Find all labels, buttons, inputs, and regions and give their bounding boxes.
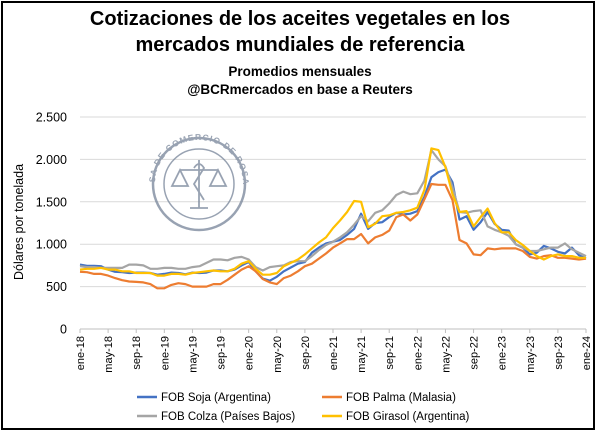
x-tick-label: may-22 <box>440 336 452 373</box>
x-tick-label: ene-22 <box>412 336 424 370</box>
x-tick-label: ene-19 <box>159 336 171 370</box>
chart-title-line-1: Cotizaciones de los aceites vegetales en… <box>89 8 511 30</box>
legend-label: FOB Colza (Países Bajos) <box>161 411 295 423</box>
legend-label: FOB Palma (Malasia) <box>346 392 456 404</box>
y-axis: 0 500 1.000 1.500 2.000 2.500 <box>36 111 67 337</box>
x-tick-label: may-18 <box>103 336 115 373</box>
y-tick-label: 2.000 <box>36 153 67 167</box>
legend-label: FOB Soja (Argentina) <box>161 392 271 404</box>
x-tick-label: sep-20 <box>300 336 312 370</box>
y-tick-label: 500 <box>46 280 67 294</box>
chart-frame <box>1 1 595 430</box>
y-tick-label: 0 <box>60 323 67 337</box>
series-line-4 <box>79 147 586 277</box>
chart-title-line-2: mercados mundiales de referencia <box>135 34 465 56</box>
x-tick-label: sep-23 <box>553 336 565 370</box>
chart-subtitle-line-1: Promedios mensuales <box>228 64 372 79</box>
x-tick-label: sep-18 <box>131 336 143 370</box>
x-tick-label: ene-21 <box>328 336 340 370</box>
x-tick-label: ene-18 <box>75 336 87 370</box>
x-tick-label: may-23 <box>525 336 537 373</box>
series-line-1 <box>79 168 587 282</box>
series-line-2 <box>79 182 587 290</box>
x-tick-label: may-20 <box>272 336 284 373</box>
chart-subtitle-line-2: @BCRmercados en base a Reuters <box>187 82 413 97</box>
legend-label: FOB Girasol (Argentina) <box>346 411 470 423</box>
legend: FOB Soja (Argentina) FOB Palma (Malasia) F… <box>137 392 470 423</box>
y-tick-label: 1.500 <box>36 195 67 209</box>
x-tick-label: sep-19 <box>216 336 228 370</box>
scales-of-justice-icon <box>170 160 228 209</box>
x-tick-label: ene-23 <box>497 336 509 370</box>
series-lines <box>79 147 587 290</box>
x-tick-label: sep-22 <box>469 336 481 370</box>
legend-item-2: FOB Palma (Malasia) <box>322 392 456 404</box>
x-tick-label: ene-20 <box>244 336 256 370</box>
grid-lines <box>80 116 586 330</box>
x-tick-label: may-19 <box>187 336 199 373</box>
legend-item-3: FOB Colza (Países Bajos) <box>137 411 295 423</box>
y-axis-label: Dólares por tonelada <box>12 164 26 280</box>
x-axis: ene-18 may-18 sep-18 ene-19 may-19 sep-19 ene-… <box>75 329 593 373</box>
legend-item-4: FOB Girasol (Argentina) <box>322 411 470 423</box>
x-tick-label: may-21 <box>356 336 368 373</box>
x-tick-label: sep-21 <box>384 336 396 370</box>
legend-item-1: FOB Soja (Argentina) <box>137 392 271 404</box>
y-tick-label: 1.000 <box>36 238 67 252</box>
x-tick-label: ene-24 <box>581 336 593 370</box>
y-tick-label: 2.500 <box>36 111 67 125</box>
